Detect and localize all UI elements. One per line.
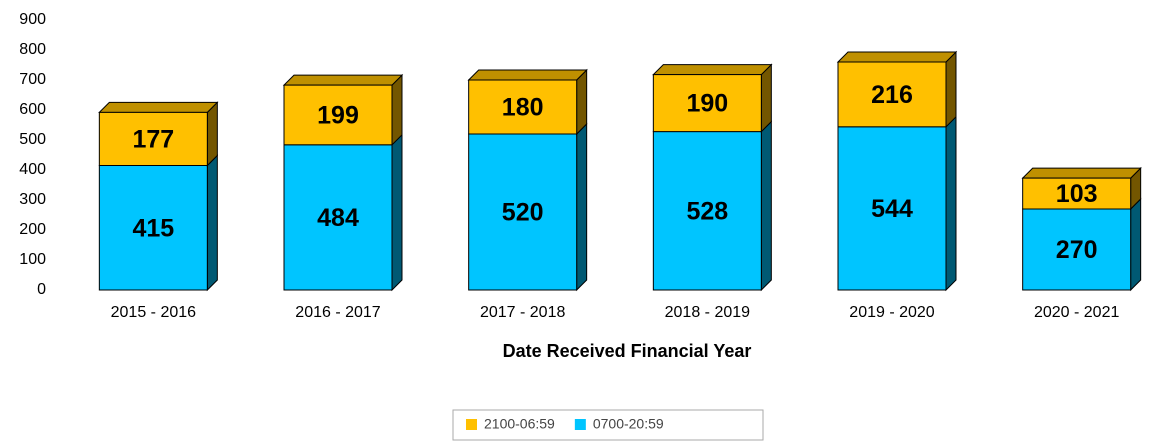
legend-label: 0700-20:59 <box>593 416 664 432</box>
bar-side <box>206 154 218 292</box>
bar-top <box>652 64 773 76</box>
bar-top <box>98 101 219 113</box>
value-label: 216 <box>871 81 913 109</box>
x-tick-label: 2016 - 2017 <box>295 304 381 321</box>
legend-label: 2100-06:59 <box>484 416 555 432</box>
bar <box>1022 208 1132 291</box>
value-label: 544 <box>871 195 913 223</box>
value-label: 528 <box>686 197 728 225</box>
y-tick-label: 500 <box>19 131 46 148</box>
legend-swatch <box>466 419 477 430</box>
y-tick-label: 0 <box>37 281 46 298</box>
value-label: 270 <box>1056 236 1098 264</box>
bar <box>837 61 947 128</box>
y-tick-label: 400 <box>19 161 46 178</box>
bar-side <box>760 63 772 133</box>
value-label: 103 <box>1056 180 1098 208</box>
y-tick-label: 700 <box>19 71 46 88</box>
legend-swatch <box>574 419 586 430</box>
value-label: 177 <box>132 126 174 154</box>
bar <box>652 74 762 133</box>
bar <box>468 79 578 135</box>
bar-side <box>1130 197 1142 292</box>
y-tick-label: 200 <box>19 221 46 238</box>
value-label: 199 <box>317 102 359 130</box>
bar <box>652 131 762 291</box>
bar-side <box>945 115 957 292</box>
x-tick-label: 2020 - 2021 <box>1034 304 1120 321</box>
bar-side <box>576 68 588 136</box>
bar <box>468 133 578 291</box>
value-label: 190 <box>686 90 728 118</box>
bar <box>1022 177 1132 210</box>
y-tick-label: 300 <box>19 191 46 208</box>
value-label: 520 <box>502 199 544 227</box>
bar-top <box>836 51 958 63</box>
x-tick-label: 2019 - 2020 <box>849 304 935 321</box>
bar-side <box>391 73 403 147</box>
x-tick-label: 2018 - 2019 <box>665 304 751 321</box>
x-tick-label: 2017 - 2018 <box>480 304 566 321</box>
y-tick-label: 900 <box>19 11 46 28</box>
bar-side <box>576 122 588 292</box>
value-label: 415 <box>132 214 174 242</box>
bar <box>98 165 208 291</box>
bar-side <box>945 50 957 129</box>
x-tick-label: 2015 - 2016 <box>111 304 197 321</box>
bar-top <box>467 69 588 81</box>
bar-side <box>391 133 403 292</box>
bar-side <box>760 120 772 292</box>
legend-box <box>452 409 764 441</box>
bar <box>837 126 947 291</box>
bar-top <box>282 74 404 86</box>
value-label: 484 <box>317 204 359 232</box>
value-label: 180 <box>502 94 544 122</box>
y-tick-label: 100 <box>19 251 46 268</box>
bar <box>98 111 208 166</box>
x-axis-title: Date Received Financial Year <box>503 341 752 361</box>
bar-side <box>206 101 218 167</box>
y-tick-label: 600 <box>19 101 46 118</box>
bar <box>283 84 393 146</box>
y-tick-label: 800 <box>19 41 46 58</box>
bar-top <box>1021 167 1142 179</box>
bar <box>283 144 393 291</box>
